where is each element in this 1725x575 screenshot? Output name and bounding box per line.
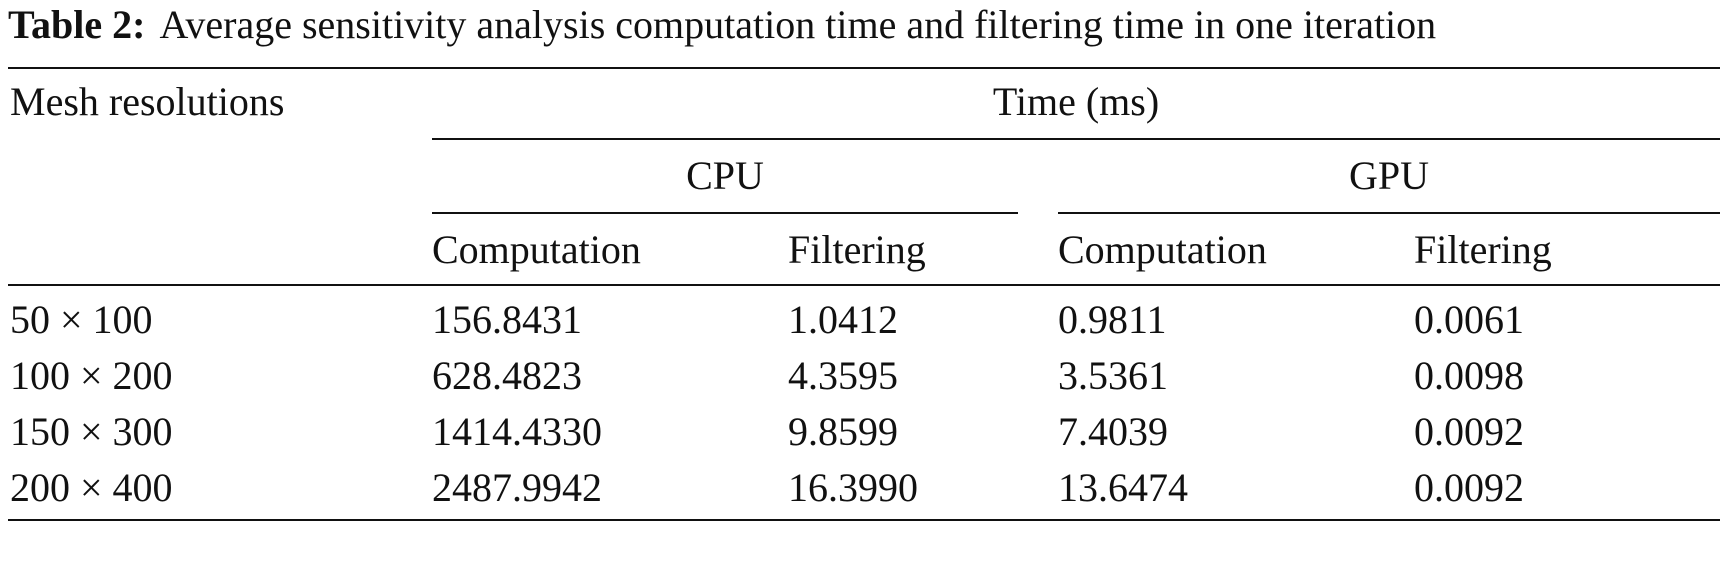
cpu-computation-value: 156.8431: [432, 297, 582, 342]
header-cpu: CPU: [686, 153, 764, 198]
header-gpu-filtering: Filtering: [1414, 227, 1552, 272]
table-caption: Table 2: Average sensitivity analysis com…: [8, 0, 1720, 50]
header-cpu-filtering: Filtering: [788, 227, 926, 272]
table-caption-label: Table 2:: [8, 2, 146, 47]
row-resolution: 100 × 200: [10, 353, 173, 398]
cpu-filtering-value: 4.3595: [788, 353, 898, 398]
row-resolution: 200 × 400: [10, 465, 173, 510]
cpu-computation-value: 628.4823: [432, 353, 582, 398]
header-bottom-rule: [8, 284, 1720, 286]
cpu-computation-value: 1414.4330: [432, 409, 602, 454]
row-resolution: 150 × 300: [10, 409, 173, 454]
header-gpu-computation: Computation: [1058, 227, 1267, 272]
header-mesh-resolutions: Mesh resolutions: [10, 79, 285, 124]
gpu-computation-value: 7.4039: [1058, 409, 1168, 454]
cpu-filtering-value: 16.3990: [788, 465, 918, 510]
cpu-filtering-value: 1.0412: [788, 297, 898, 342]
gpu-filtering-value: 0.0098: [1414, 353, 1524, 398]
table-caption-text: Average sensitivity analysis computation…: [159, 2, 1437, 47]
cpu-group-rule: [432, 212, 1018, 214]
gpu-filtering-value: 0.0061: [1414, 297, 1524, 342]
time-group-rule: [432, 138, 1720, 140]
bottom-rule: [8, 519, 1720, 521]
gpu-computation-value: 0.9811: [1058, 297, 1167, 342]
header-gpu: GPU: [1348, 153, 1430, 198]
gpu-group-rule: [1058, 212, 1720, 214]
cpu-filtering-value: 9.8599: [788, 409, 898, 454]
header-time-group: Time (ms): [992, 79, 1160, 124]
gpu-computation-value: 13.6474: [1058, 465, 1188, 510]
top-rule: [8, 67, 1720, 69]
gpu-computation-value: 3.5361: [1058, 353, 1168, 398]
gpu-filtering-value: 0.0092: [1414, 465, 1524, 510]
cpu-computation-value: 2487.9942: [432, 465, 602, 510]
header-cpu-computation: Computation: [432, 227, 641, 272]
row-resolution: 50 × 100: [10, 297, 153, 342]
gpu-filtering-value: 0.0092: [1414, 409, 1524, 454]
